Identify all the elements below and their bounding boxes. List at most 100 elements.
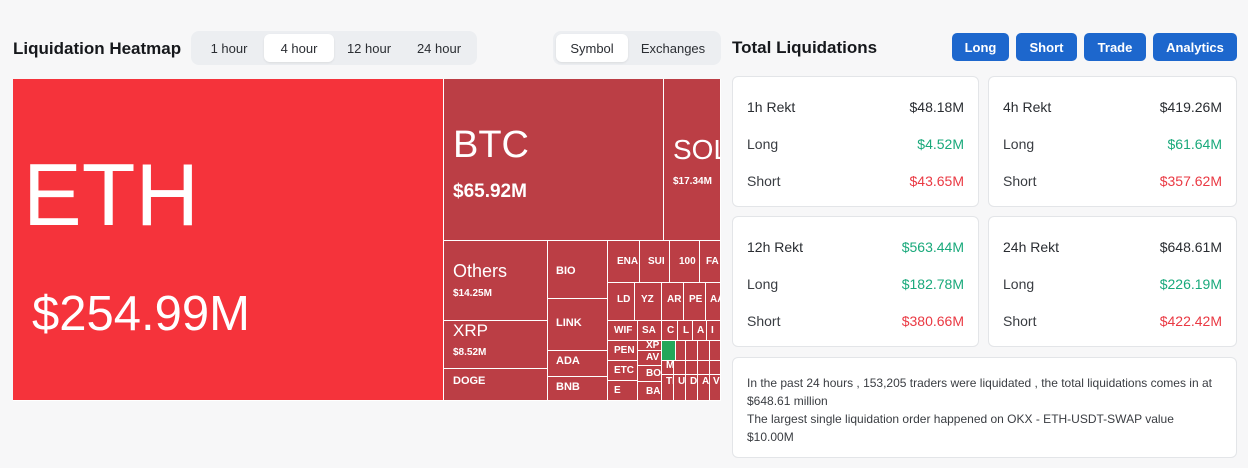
heatmap-cell-small[interactable]: XP bbox=[638, 341, 662, 351]
heatmap-cell-small[interactable]: SUI bbox=[640, 241, 670, 283]
short-value: $357.62M bbox=[1159, 173, 1222, 189]
heatmap-title: Liquidation Heatmap bbox=[13, 39, 182, 58]
heatmap-cell-small[interactable]: ETC bbox=[608, 361, 638, 381]
cell-symbol: ETH bbox=[23, 145, 199, 244]
cell-symbol: DOGE bbox=[453, 375, 486, 387]
cell-value: $254.99M bbox=[32, 287, 250, 341]
heatmap-cell-small[interactable] bbox=[710, 341, 721, 361]
analytics-button[interactable]: Analytics bbox=[1153, 33, 1237, 61]
heatmap-cell-small[interactable]: D bbox=[686, 375, 698, 401]
long-value: $61.64M bbox=[1167, 136, 1222, 152]
heatmap-cell-small[interactable]: A bbox=[693, 321, 707, 341]
short-label: Short bbox=[1003, 173, 1037, 189]
card-label: 4h Rekt bbox=[1003, 99, 1052, 115]
summary-line-2: The largest single liquidation order hap… bbox=[747, 412, 1174, 444]
heatmap-cell-sol[interactable]: SOL $17.34M bbox=[664, 79, 721, 241]
tab-12-hour[interactable]: 12 hour bbox=[346, 40, 392, 56]
short-value: $422.42M bbox=[1159, 313, 1222, 329]
short-value: $380.66M bbox=[901, 313, 964, 329]
card-label: 24h Rekt bbox=[1003, 239, 1060, 255]
heatmap-cell-small[interactable]: I bbox=[707, 321, 721, 341]
heatmap-cell-small[interactable]: PE bbox=[684, 283, 706, 321]
long-value: $226.19M bbox=[1159, 276, 1222, 292]
cell-value: $65.92M bbox=[453, 181, 527, 202]
cell-value: $17.34M bbox=[673, 176, 712, 187]
heatmap-cell-small[interactable]: M bbox=[662, 361, 674, 375]
heatmap-cell-others[interactable]: Others $14.25M bbox=[444, 241, 548, 321]
short-value: $43.65M bbox=[909, 173, 964, 189]
long-button[interactable]: Long bbox=[952, 33, 1009, 61]
heatmap-cell-small[interactable]: LD bbox=[608, 283, 635, 321]
heatmap-cell-small[interactable]: A bbox=[698, 375, 710, 401]
heatmap-cell-small[interactable] bbox=[674, 361, 686, 375]
heatmap-cell-small[interactable]: AR bbox=[662, 283, 684, 321]
heatmap-cell-small[interactable] bbox=[686, 361, 698, 375]
heatmap-cell-green[interactable] bbox=[662, 341, 676, 361]
heatmap-cell-small[interactable] bbox=[698, 341, 710, 361]
heatmap-cell-eth[interactable]: ETH $254.99M bbox=[13, 79, 444, 401]
heatmap-cell-small[interactable]: BAN bbox=[638, 382, 662, 401]
heatmap-cell-small[interactable]: BO bbox=[638, 366, 662, 382]
tab-4-hour[interactable]: 4 hour bbox=[264, 34, 334, 62]
heatmap-cell-small[interactable]: YZ bbox=[635, 283, 662, 321]
heatmap-cell-small[interactable]: WIF bbox=[608, 321, 638, 341]
long-label: Long bbox=[1003, 276, 1035, 292]
heatmap-cell-small[interactable]: E bbox=[608, 381, 638, 401]
heatmap-cell-bio[interactable]: BIO bbox=[548, 241, 608, 299]
heatmap-cell-small[interactable] bbox=[710, 361, 721, 375]
rekt-card-4h: 4h Rekt $419.26M Long $61.64M Short $357.62… bbox=[988, 76, 1237, 207]
cell-symbol: BTC bbox=[453, 124, 529, 166]
heatmap-cell-small[interactable]: V bbox=[710, 375, 721, 401]
long-label: Long bbox=[747, 276, 779, 292]
heatmap-cell-small[interactable]: L bbox=[678, 321, 693, 341]
heatmap-cell-small[interactable]: 100 bbox=[670, 241, 700, 283]
heatmap-cell-small[interactable]: SA bbox=[638, 321, 662, 341]
cell-value: $14.25M bbox=[453, 288, 492, 299]
heatmap-cell-small[interactable]: PEN bbox=[608, 341, 638, 361]
total-liquidations-title: Total Liquidations bbox=[732, 38, 878, 57]
long-value: $4.52M bbox=[917, 136, 964, 152]
heatmap-cell-small[interactable] bbox=[676, 341, 686, 361]
cell-symbol: XRP bbox=[453, 321, 488, 340]
cell-symbol: BIO bbox=[556, 265, 576, 277]
heatmap-cell-small[interactable]: U bbox=[674, 375, 686, 401]
heatmap-cell-link[interactable]: LINK bbox=[548, 299, 608, 351]
heatmap-cell-doge[interactable]: DOGE bbox=[444, 369, 548, 401]
cell-symbol: ADA bbox=[556, 355, 580, 367]
rekt-card-24h: 24h Rekt $648.61M Long $226.19M Short $422.… bbox=[988, 216, 1237, 347]
card-total: $48.18M bbox=[909, 99, 964, 115]
heatmap-cell-bnb[interactable]: BNB bbox=[548, 377, 608, 401]
heatmap-cell-small[interactable]: TR bbox=[662, 375, 674, 401]
heatmap-cell-small[interactable]: AA bbox=[706, 283, 721, 321]
tab-symbol[interactable]: Symbol bbox=[556, 34, 628, 62]
liquidation-heatmap: ETH $254.99M BTC $65.92M SOL $17.34M Oth… bbox=[13, 79, 721, 401]
cell-value: $8.52M bbox=[453, 347, 487, 358]
short-label: Short bbox=[747, 313, 781, 329]
view-tabs: Symbol Exchanges bbox=[553, 31, 721, 65]
card-total: $419.26M bbox=[1159, 99, 1222, 115]
summary-line-1: In the past 24 hours , 153,205 traders w… bbox=[747, 376, 1212, 408]
heatmap-cell-small[interactable]: AV bbox=[638, 351, 662, 366]
tab-1-hour[interactable]: 1 hour bbox=[210, 40, 248, 56]
tab-24-hour[interactable]: 24 hour bbox=[416, 40, 462, 56]
liquidation-summary: In the past 24 hours , 153,205 traders w… bbox=[732, 357, 1237, 458]
cell-symbol: LINK bbox=[556, 317, 582, 329]
tab-exchanges[interactable]: Exchanges bbox=[640, 40, 706, 56]
heatmap-cell-small[interactable] bbox=[698, 361, 710, 375]
heatmap-cell-small[interactable]: ENA bbox=[608, 241, 640, 283]
time-range-tabs: 1 hour 4 hour 12 hour 24 hour bbox=[191, 31, 477, 65]
heatmap-cell-ada[interactable]: ADA bbox=[548, 351, 608, 377]
long-value: $182.78M bbox=[901, 276, 964, 292]
cell-symbol: SOL bbox=[673, 134, 720, 165]
heatmap-cell-small[interactable]: C bbox=[662, 321, 678, 341]
heatmap-cell-small[interactable] bbox=[686, 341, 698, 361]
heatmap-cell-small[interactable]: FA bbox=[700, 241, 721, 283]
heatmap-cell-btc[interactable]: BTC $65.92M bbox=[444, 79, 664, 241]
heatmap-cell-xrp[interactable]: XRP $8.52M bbox=[444, 321, 548, 369]
rekt-card-12h: 12h Rekt $563.44M Long $182.78M Short $380.… bbox=[732, 216, 979, 347]
short-label: Short bbox=[747, 173, 781, 189]
short-button[interactable]: Short bbox=[1016, 33, 1077, 61]
long-label: Long bbox=[1003, 136, 1035, 152]
trade-button[interactable]: Trade bbox=[1084, 33, 1146, 61]
cell-symbol: BNB bbox=[556, 381, 580, 393]
